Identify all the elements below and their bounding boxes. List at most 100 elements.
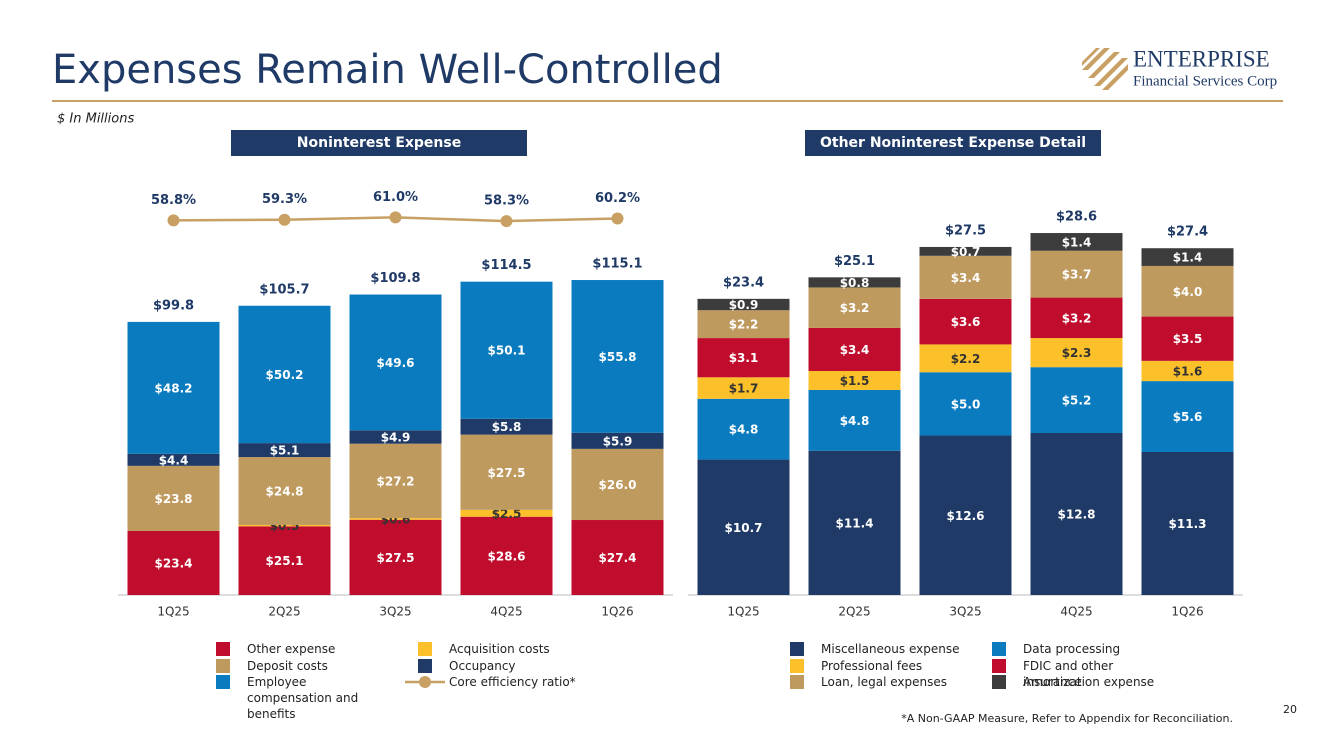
total-label: $28.6 bbox=[1056, 210, 1097, 225]
value-label: $2.5 bbox=[492, 507, 522, 521]
legend-label: Deposit costs bbox=[247, 658, 328, 673]
value-label: $23.4 bbox=[155, 556, 193, 570]
bar-segment bbox=[808, 277, 901, 288]
x-tick-label: 2Q25 bbox=[838, 605, 870, 619]
bar-segment bbox=[808, 327, 901, 371]
legend-swatch bbox=[790, 675, 804, 689]
legend-label: Professional fees bbox=[821, 658, 923, 673]
x-tick-label: 4Q25 bbox=[1060, 605, 1092, 619]
legend-swatch bbox=[216, 642, 230, 656]
chart-title: Noninterest Expense bbox=[297, 135, 461, 151]
value-label: $12.8 bbox=[1058, 508, 1096, 522]
bar-segment bbox=[571, 448, 664, 521]
bar-segment bbox=[697, 459, 790, 595]
value-label: $5.1 bbox=[270, 444, 300, 458]
value-label: $1.5 bbox=[840, 374, 870, 388]
bar-segment bbox=[571, 432, 664, 449]
value-label: 58.8% bbox=[151, 193, 196, 208]
legend-item: Loan, legal expenses bbox=[790, 674, 965, 690]
value-label: $11.3 bbox=[1169, 517, 1207, 531]
value-label: $27.5 bbox=[377, 551, 415, 565]
bar-segment bbox=[919, 435, 1012, 595]
value-label: $27.4 bbox=[599, 551, 637, 565]
bar-segment bbox=[808, 450, 901, 595]
value-label: $3.2 bbox=[840, 301, 870, 315]
legend-item: Other expense bbox=[216, 641, 391, 657]
x-tick-label: 1Q26 bbox=[601, 605, 633, 619]
bar-segment bbox=[919, 246, 1012, 256]
bar-segment bbox=[238, 524, 331, 527]
legend-item: Occupancy bbox=[418, 658, 593, 674]
bar-segment bbox=[697, 398, 790, 460]
bar-segment bbox=[1030, 233, 1123, 251]
value-label: $5.0 bbox=[951, 397, 981, 411]
value-label: $0.9 bbox=[729, 298, 759, 312]
value-label: $3.7 bbox=[1062, 268, 1092, 282]
value-label: $0.7 bbox=[951, 245, 981, 259]
logo-name: ENTERPRISE bbox=[1133, 46, 1270, 71]
x-tick-label: 1Q25 bbox=[157, 605, 189, 619]
bar-segment bbox=[808, 389, 901, 451]
legend-label: Employee compensation and benefits bbox=[247, 675, 359, 721]
legend-label: Loan, legal expenses bbox=[821, 675, 948, 689]
total-label: $99.8 bbox=[153, 298, 194, 313]
value-label: $27.5 bbox=[488, 466, 526, 480]
value-label: $1.7 bbox=[729, 382, 759, 396]
value-label: $50.2 bbox=[266, 368, 304, 382]
x-tick-label: 1Q26 bbox=[1171, 605, 1203, 619]
logo-icon bbox=[1082, 48, 1128, 90]
value-label: $3.2 bbox=[1062, 311, 1092, 325]
value-label: 61.0% bbox=[373, 190, 418, 205]
legend-label: Amortization expense bbox=[1023, 675, 1155, 689]
value-label: $3.4 bbox=[951, 271, 981, 285]
legend-swatch bbox=[216, 675, 230, 689]
value-label: $4.0 bbox=[1173, 285, 1203, 299]
bar-segment bbox=[1030, 297, 1123, 339]
x-tick-label: 1Q25 bbox=[727, 605, 759, 619]
bar-segment bbox=[127, 530, 220, 595]
x-tick-label: 3Q25 bbox=[379, 605, 411, 619]
legend-item: Professional fees bbox=[790, 658, 965, 674]
bar-segment bbox=[127, 453, 220, 466]
bar-segment bbox=[127, 465, 220, 531]
subtitle: $ In Millions bbox=[57, 112, 134, 127]
legend-swatch bbox=[992, 658, 1006, 673]
value-label: $48.2 bbox=[155, 381, 193, 395]
value-label: $24.8 bbox=[266, 485, 304, 499]
value-label: 59.3% bbox=[262, 192, 307, 207]
value-label: $3.5 bbox=[1173, 332, 1203, 346]
total-label: $25.1 bbox=[834, 254, 875, 269]
legend-swatch bbox=[216, 658, 230, 673]
value-label: $26.0 bbox=[599, 478, 637, 492]
value-label: $1.6 bbox=[1173, 364, 1203, 378]
bar-segment bbox=[1030, 250, 1123, 298]
legend-label: FDIC and other insurance bbox=[1023, 658, 1114, 689]
legend-item: Core efficiency ratio* bbox=[405, 674, 593, 690]
footnote: *A Non-GAAP Measure, Refer to Appendix f… bbox=[901, 712, 1233, 725]
bar-segment bbox=[349, 518, 442, 520]
total-label: $23.4 bbox=[723, 275, 764, 290]
legend-label: Other expense bbox=[247, 642, 336, 656]
bar-segment bbox=[697, 377, 790, 399]
value-label: $5.8 bbox=[492, 420, 522, 434]
value-label: $4.9 bbox=[381, 430, 411, 444]
bar-segment bbox=[808, 287, 901, 328]
line-point bbox=[611, 212, 624, 225]
legend-label: Acquisition costs bbox=[449, 642, 550, 656]
value-label: $5.2 bbox=[1062, 394, 1092, 408]
value-label: $0.8 bbox=[840, 276, 870, 290]
bar-segment bbox=[349, 443, 442, 519]
value-label: $2.3 bbox=[1062, 346, 1092, 360]
value-label: $12.6 bbox=[947, 509, 985, 523]
x-tick-label: 3Q25 bbox=[949, 605, 981, 619]
value-label: $2.2 bbox=[951, 352, 981, 366]
bar-segment bbox=[238, 443, 331, 458]
bar-segment bbox=[919, 344, 1012, 373]
legend-label: Miscellaneous expense bbox=[821, 642, 960, 656]
legend-item: Acquisition costs bbox=[418, 641, 593, 657]
slide-title: Expenses Remain Well-Controlled bbox=[52, 47, 723, 93]
value-label: 60.2% bbox=[595, 191, 640, 206]
bar-segment bbox=[238, 305, 331, 444]
